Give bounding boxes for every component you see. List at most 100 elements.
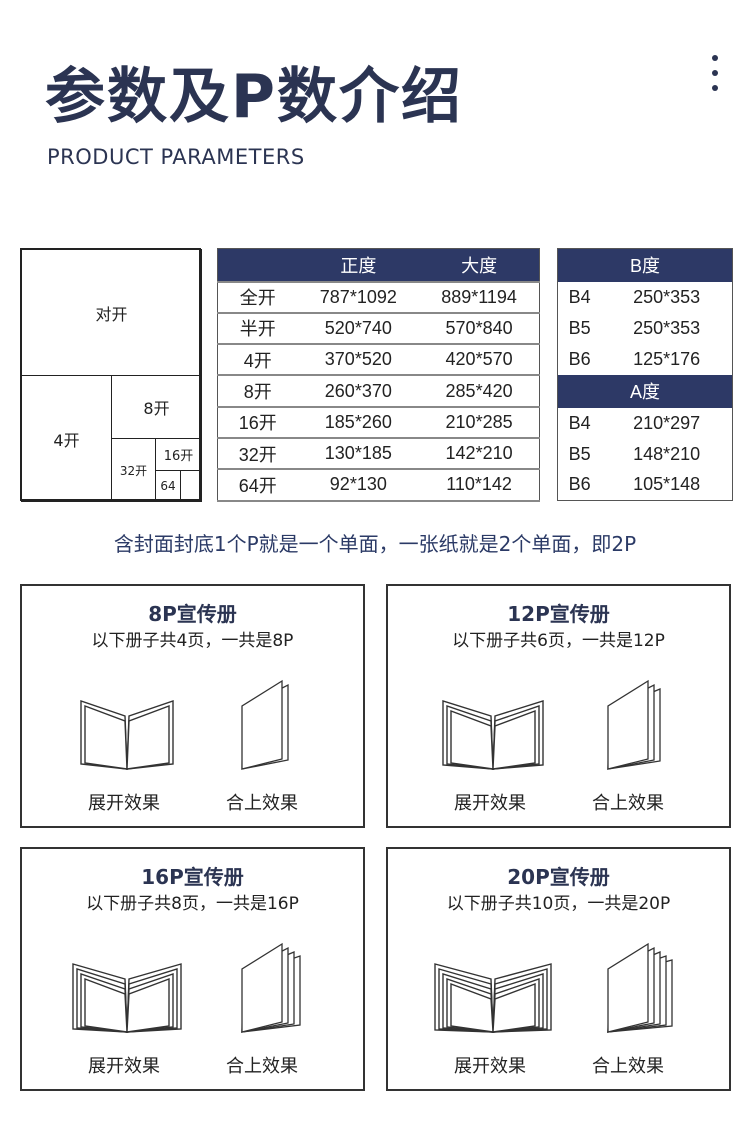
diagram-32: 32开 (111, 438, 156, 502)
table-cell: 92*130 (297, 469, 420, 502)
card-description: 以下册子共8页，一共是16P (86, 894, 299, 914)
table-cell: B5 (568, 317, 591, 338)
table-cell: 105*148 (633, 474, 701, 495)
open-page (84, 704, 128, 770)
table-cell: B4 (568, 412, 591, 433)
size-table: 正度 大度 全开 787*1092 889*1194 半开 520*740 570*840 4… (217, 248, 540, 502)
table-cell: 110*142 (419, 469, 540, 502)
open-label: 展开效果 (88, 1056, 160, 1077)
open-label: 展开效果 (454, 793, 526, 814)
diagram-16: 16开 (155, 438, 202, 471)
table-cell: 半开 (217, 312, 298, 346)
book-illustration (72, 942, 301, 1033)
table-cell: 32开 (217, 437, 298, 471)
caption: 含封面封底1个P就是一个单面，一张纸就是2个单面，即2P (113, 532, 637, 556)
brochure-card: 20P宣传册 以下册子共10页，一共是20P 展开效果 合上效果 (386, 847, 731, 1091)
open-page (450, 709, 494, 770)
brochure-card: 8P宣传册 以下册子共4页，一共是8P 展开效果 合上效果 (20, 584, 365, 828)
card-title: 12P宣传册 (507, 602, 610, 626)
more-menu-icon[interactable] (712, 55, 724, 100)
closed-page (241, 679, 283, 770)
table-row: 4开 370*520 420*570 (217, 344, 540, 377)
diagram-64b (180, 470, 202, 502)
card-title: 16P宣传册 (141, 865, 244, 889)
diagram-quarter: 4开 (21, 375, 112, 502)
page-subtitle: PRODUCT PARAMETERS (47, 145, 305, 169)
card-description: 以下册子共4页，一共是8P (91, 631, 294, 651)
brochure-card: 12P宣传册 以下册子共6页，一共是12P 展开效果 合上效果 (386, 584, 731, 828)
paper-size-diagram: 对开 4开 8开 32开 16开 64 (20, 248, 202, 502)
table-cell: 210*297 (633, 412, 701, 433)
open-page (126, 704, 170, 770)
table-cell: 250*353 (633, 286, 701, 307)
closed-label: 合上效果 (226, 793, 298, 814)
open-page (84, 977, 128, 1033)
table-row: B6 105*148 (558, 470, 733, 501)
open-label: 展开效果 (88, 793, 160, 814)
table-row: B5 250*353 (558, 313, 733, 344)
diagram-64: 64 (155, 470, 181, 502)
table-row: B4 210*297 (558, 408, 733, 439)
card-title: 8P宣传册 (148, 602, 237, 626)
header-cell: B度 (629, 256, 660, 277)
table-cell: 570*840 (419, 312, 540, 346)
table-cell: 148*210 (633, 443, 701, 464)
table-row: B5 148*210 (558, 439, 733, 470)
table-cell: 520*740 (297, 312, 420, 346)
book-illustration (80, 679, 289, 770)
open-page (126, 977, 170, 1033)
card-description: 以下册子共10页，一共是20P (446, 894, 671, 914)
card-title: 20P宣传册 (507, 865, 610, 889)
card-description: 以下册子共6页，一共是12P (452, 631, 665, 651)
table-row: 半开 520*740 570*840 (217, 312, 540, 346)
closed-page (607, 942, 649, 1033)
table-cell: 889*1194 (419, 281, 540, 314)
table-cell: 285*420 (419, 375, 540, 408)
closed-page (607, 679, 649, 770)
book-illustration (442, 679, 661, 770)
table-cell: B5 (568, 443, 591, 464)
open-page (492, 709, 536, 770)
diagram-eighth: 8开 (111, 375, 202, 439)
table-row: 32开 130*185 142*210 (217, 437, 540, 471)
table-row: B6 125*176 (558, 344, 733, 375)
table-cell: 4开 (217, 344, 298, 377)
table-cell: 787*1092 (297, 281, 420, 314)
table-cell: 210*285 (419, 406, 540, 439)
open-label: 展开效果 (454, 1056, 526, 1077)
diagram-half: 对开 (21, 249, 202, 376)
table-row: B4 250*353 (558, 282, 733, 313)
table-cell: B4 (568, 286, 591, 307)
table-cell: 420*570 (419, 344, 540, 377)
open-page (450, 982, 494, 1033)
table-cell: 64开 (217, 469, 298, 502)
open-page (492, 982, 536, 1033)
book-illustration (434, 942, 673, 1033)
table-cell: 185*260 (297, 406, 420, 439)
table-row: 8开 260*370 285*420 (217, 375, 540, 408)
table-row: 全开 787*1092 889*1194 (217, 281, 540, 314)
header-cell: 大度 (419, 248, 540, 283)
closed-label: 合上效果 (592, 793, 664, 814)
table-cell: 130*185 (297, 437, 420, 471)
header-cell: A度 (629, 382, 660, 402)
table-cell: B6 (568, 348, 591, 369)
brochure-card: 16P宣传册 以下册子共8页，一共是16P 展开效果 合上效果 (20, 847, 365, 1091)
table-row: 64开 92*130 110*142 (217, 469, 540, 502)
header-cell (217, 248, 298, 283)
table-cell: B6 (568, 474, 591, 495)
table-cell: 16开 (217, 406, 298, 439)
table-cell: 142*210 (419, 437, 540, 471)
table-cell: 260*370 (297, 375, 420, 408)
table-cell: 125*176 (633, 348, 701, 369)
closed-page (241, 942, 283, 1033)
b-size-table: B度 B4 250*353 B5 250*353 B6 125*176 A度 B4 210*… (557, 248, 733, 501)
table-cell: 370*520 (297, 344, 420, 377)
table-cell: 8开 (217, 375, 298, 408)
closed-label: 合上效果 (592, 1056, 664, 1077)
closed-label: 合上效果 (226, 1056, 298, 1077)
header-cell: 正度 (297, 248, 420, 283)
page-title: 参数及P数介绍 (45, 62, 463, 132)
table-row: 16开 185*260 210*285 (217, 406, 540, 439)
table-cell: 全开 (217, 281, 298, 314)
